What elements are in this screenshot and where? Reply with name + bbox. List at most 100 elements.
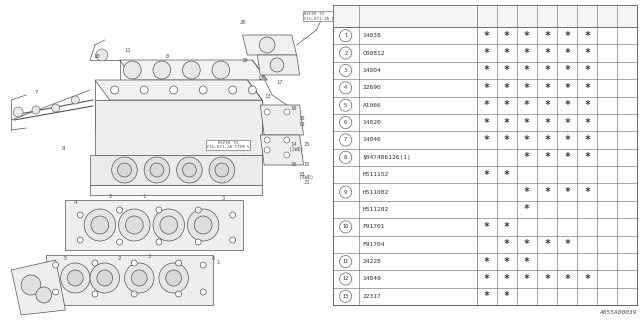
Text: 92: 92 xyxy=(584,13,589,19)
Text: *: * xyxy=(564,48,570,58)
Circle shape xyxy=(340,221,352,233)
Circle shape xyxy=(71,96,79,104)
Circle shape xyxy=(111,157,137,183)
Text: 3: 3 xyxy=(221,196,225,201)
Text: *: * xyxy=(564,274,570,284)
Circle shape xyxy=(340,151,352,164)
Polygon shape xyxy=(90,155,262,185)
Text: 8: 8 xyxy=(165,54,168,60)
Text: 3: 3 xyxy=(344,68,347,73)
Circle shape xyxy=(340,186,352,198)
Text: *: * xyxy=(524,135,530,145)
Text: 24228: 24228 xyxy=(363,259,381,264)
Circle shape xyxy=(175,260,182,266)
Text: *: * xyxy=(484,117,490,128)
Text: *: * xyxy=(504,83,510,93)
Circle shape xyxy=(340,273,352,285)
Text: 16: 16 xyxy=(291,163,297,167)
Polygon shape xyxy=(95,80,262,100)
Circle shape xyxy=(125,216,143,234)
Text: 2: 2 xyxy=(108,194,111,198)
Circle shape xyxy=(52,262,58,268)
Text: 21: 21 xyxy=(303,180,310,186)
Circle shape xyxy=(153,61,171,79)
Text: *: * xyxy=(524,31,530,41)
Text: *: * xyxy=(524,152,530,162)
Circle shape xyxy=(153,209,184,241)
Circle shape xyxy=(77,237,83,243)
Text: *: * xyxy=(544,83,550,93)
Circle shape xyxy=(116,239,122,245)
Circle shape xyxy=(215,163,228,177)
Text: 7: 7 xyxy=(344,137,347,142)
Polygon shape xyxy=(243,35,297,55)
Text: *: * xyxy=(584,187,590,197)
Text: A055A00039: A055A00039 xyxy=(600,310,637,315)
Circle shape xyxy=(118,163,131,177)
Circle shape xyxy=(159,263,188,293)
Circle shape xyxy=(52,104,60,112)
Text: 22690: 22690 xyxy=(363,85,381,90)
Text: *: * xyxy=(544,274,550,284)
Text: 3: 3 xyxy=(147,253,150,259)
Text: *: * xyxy=(524,257,530,267)
Circle shape xyxy=(248,86,256,94)
Circle shape xyxy=(259,37,275,53)
Text: 10: 10 xyxy=(93,53,100,59)
Text: *: * xyxy=(564,83,570,93)
Polygon shape xyxy=(120,60,267,80)
Circle shape xyxy=(230,212,236,218)
Circle shape xyxy=(340,47,352,59)
Text: 15: 15 xyxy=(303,142,310,148)
Text: *: * xyxy=(584,65,590,76)
Circle shape xyxy=(340,290,352,302)
Text: *: * xyxy=(544,65,550,76)
Text: 2: 2 xyxy=(118,255,121,260)
Text: *: * xyxy=(584,135,590,145)
Text: F91701: F91701 xyxy=(363,224,385,229)
Circle shape xyxy=(124,263,154,293)
Circle shape xyxy=(97,270,113,286)
Text: (2WD): (2WD) xyxy=(289,148,304,153)
Text: *: * xyxy=(564,239,570,249)
Circle shape xyxy=(156,239,162,245)
Text: *: * xyxy=(504,291,510,301)
Text: *: * xyxy=(524,100,530,110)
Text: 16: 16 xyxy=(291,106,297,110)
Text: 4: 4 xyxy=(344,85,347,90)
Text: 18: 18 xyxy=(298,172,305,178)
Circle shape xyxy=(140,86,148,94)
Text: *: * xyxy=(484,65,490,76)
Text: *: * xyxy=(584,117,590,128)
Text: H511152: H511152 xyxy=(363,172,389,177)
Text: *: * xyxy=(504,222,510,232)
Text: 11: 11 xyxy=(124,47,131,52)
Bar xyxy=(333,5,637,27)
Circle shape xyxy=(212,61,230,79)
Text: 14849: 14849 xyxy=(363,276,381,281)
Circle shape xyxy=(92,291,98,297)
Text: *: * xyxy=(484,135,490,145)
Text: *: * xyxy=(524,274,530,284)
Polygon shape xyxy=(90,185,262,195)
Text: 15: 15 xyxy=(303,163,310,167)
Text: 14: 14 xyxy=(291,142,297,148)
Text: *: * xyxy=(524,83,530,93)
Circle shape xyxy=(144,157,170,183)
Text: 9: 9 xyxy=(62,146,65,150)
Circle shape xyxy=(195,239,201,245)
Text: *: * xyxy=(484,291,490,301)
Text: *: * xyxy=(584,48,590,58)
Text: *: * xyxy=(504,170,510,180)
Circle shape xyxy=(124,61,141,79)
Text: 14038: 14038 xyxy=(363,33,381,38)
Circle shape xyxy=(340,64,352,76)
Circle shape xyxy=(116,207,122,213)
Text: 18: 18 xyxy=(298,123,305,127)
Circle shape xyxy=(160,216,177,234)
Text: *: * xyxy=(524,48,530,58)
Polygon shape xyxy=(12,260,65,315)
Text: *: * xyxy=(484,83,490,93)
Text: 14020: 14020 xyxy=(363,120,381,125)
Circle shape xyxy=(177,157,202,183)
